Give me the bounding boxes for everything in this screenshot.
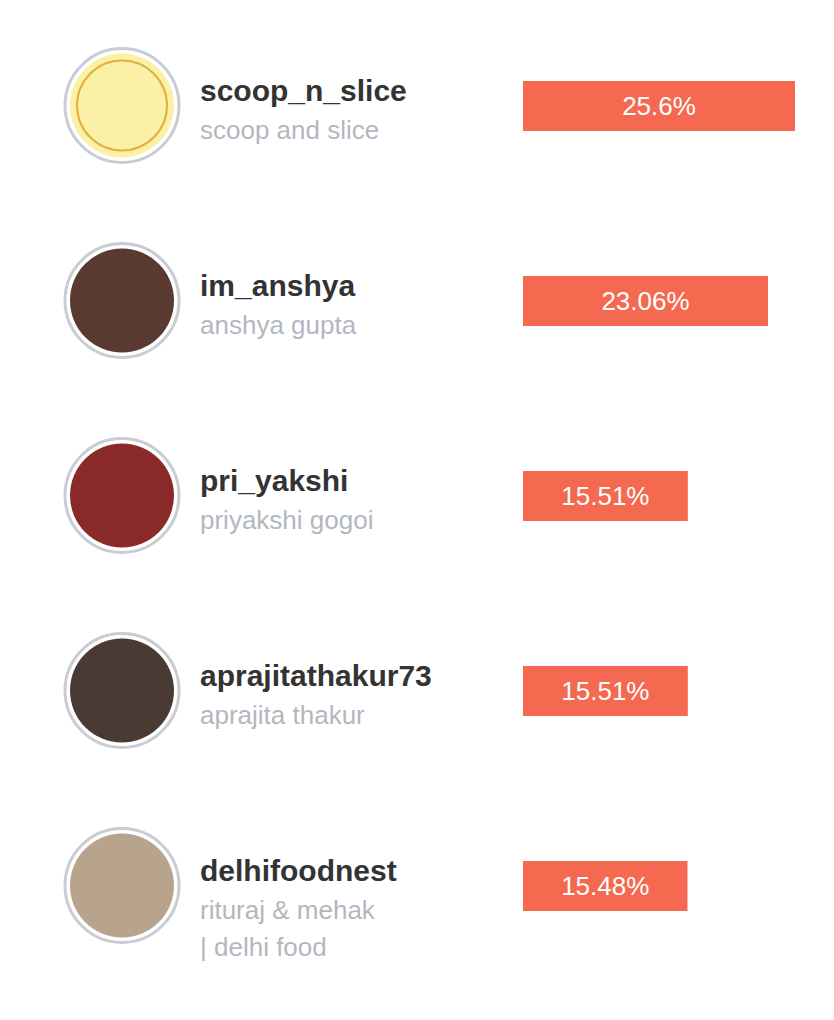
svg-text:im_anshya: im_anshya — [200, 269, 355, 302]
svg-text:rituraj & mehak: rituraj & mehak — [200, 895, 376, 925]
svg-text:scoop and slice: scoop and slice — [200, 115, 379, 145]
svg-text:aprajitathakur73: aprajitathakur73 — [200, 659, 432, 692]
svg-text:15.51%: 15.51% — [561, 676, 649, 706]
svg-text:pri_yakshi: pri_yakshi — [200, 464, 348, 497]
svg-text:scoop_n_slice: scoop_n_slice — [200, 74, 407, 107]
svg-text:23.06%: 23.06% — [601, 286, 689, 316]
svg-text:anshya gupta: anshya gupta — [200, 310, 357, 340]
svg-text:delhifoodnest: delhifoodnest — [200, 854, 397, 887]
svg-text:15.48%: 15.48% — [561, 871, 649, 901]
svg-text:| delhi food: | delhi food — [200, 932, 327, 962]
svg-text:aprajita thakur: aprajita thakur — [200, 700, 365, 730]
svg-text:15.51%: 15.51% — [561, 481, 649, 511]
svg-text:priyakshi gogoi: priyakshi gogoi — [200, 505, 373, 535]
svg-text:25.6%: 25.6% — [622, 91, 696, 121]
